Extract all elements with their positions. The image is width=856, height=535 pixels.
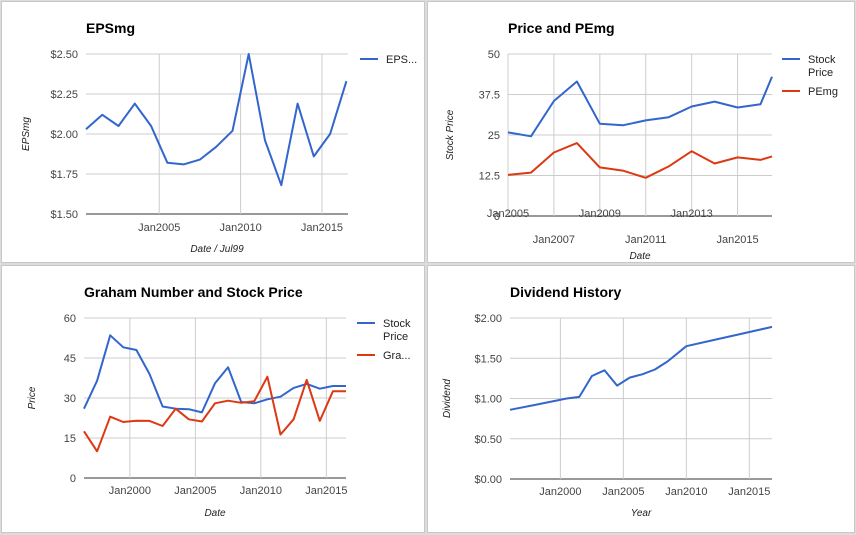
- x-axis-label: Year: [631, 508, 652, 519]
- chart-panel-graham: Graham Number and Stock Price 0 15 30 45 60 Ja…: [1, 265, 425, 533]
- y-tick-label: $2.00: [50, 129, 78, 141]
- y-tick-label: 15: [64, 433, 76, 445]
- y-tick-label: 45: [64, 353, 76, 365]
- y-tick-label: 60: [64, 313, 76, 325]
- series-line: [83, 334, 346, 414]
- legend-label: Stock: [808, 54, 836, 66]
- series-line: [85, 53, 348, 187]
- chart-panel-epsmg: EPSmg $1.50 $1.75 $2.00 $2.25 $2.50 Jan2005 Jan…: [1, 1, 425, 263]
- chart-title: EPSmg: [86, 20, 135, 36]
- x-tick-label: Jan2011: [625, 234, 666, 246]
- y-axis-label: Price: [27, 386, 38, 409]
- chart-title: Graham Number and Stock Price: [84, 284, 303, 300]
- graham-chart-svg: Graham Number and Stock Price 0 15 30 45 60 Ja…: [27, 284, 411, 519]
- y-tick-label: 12.5: [479, 171, 500, 183]
- dividend-chart-svg: Dividend History $0.00 $0.50 $1.00 $1.50 $2.0…: [442, 284, 773, 519]
- x-tick-label: Jan2010: [219, 222, 261, 234]
- y-tick-label: $2.25: [50, 89, 78, 101]
- chart-panel-dividend: Dividend History $0.00 $0.50 $1.00 $1.50 $2.0…: [427, 265, 855, 533]
- legend-label: PEmg: [808, 86, 838, 98]
- x-tick-label: Jan2000: [109, 485, 151, 497]
- x-tick-label: Jan2015: [305, 485, 347, 497]
- y-axis-label: Stock Price: [445, 109, 456, 160]
- y-tick-label: $2.00: [474, 313, 502, 325]
- legend-label: Price: [808, 67, 833, 79]
- x-tick-label: Jan2005: [174, 485, 216, 497]
- x-tick-label: Jan2005: [487, 208, 529, 220]
- legend-label: Stock: [383, 318, 411, 330]
- y-tick-label: $1.50: [50, 209, 78, 221]
- x-tick-label: Jan2010: [665, 486, 707, 498]
- legend-label: Gra...: [383, 350, 411, 362]
- series-line: [507, 142, 773, 179]
- y-tick-label: 37.5: [479, 90, 500, 102]
- chart-title: Dividend History: [510, 284, 621, 300]
- x-tick-label: Jan2010: [240, 485, 282, 497]
- price-pemg-chart-svg: Price and PEmg 0 12.5 25 37.5 50 Jan2005 Jan200…: [445, 20, 838, 262]
- y-tick-label: 0: [70, 473, 76, 485]
- x-tick-label: Jan2013: [671, 208, 713, 220]
- y-tick-label: $0.00: [474, 474, 502, 486]
- x-tick-label: Jan2005: [602, 486, 644, 498]
- y-tick-label: 0: [494, 211, 500, 223]
- x-tick-label: Jan2015: [728, 486, 770, 498]
- x-tick-label: Jan2015: [716, 234, 758, 246]
- x-tick-label: Jan2000: [539, 486, 581, 498]
- series-line: [509, 325, 773, 411]
- legend-label: Price: [383, 331, 408, 343]
- x-tick-label: Jan2015: [301, 222, 343, 234]
- y-tick-label: 50: [488, 49, 500, 61]
- x-axis-label: Date: [629, 251, 651, 262]
- y-tick-label: 30: [64, 393, 76, 405]
- y-tick-label: 25: [488, 130, 500, 142]
- y-tick-label: $1.50: [474, 353, 502, 365]
- y-tick-label: $2.50: [50, 49, 78, 61]
- y-tick-label: $1.00: [474, 394, 502, 406]
- epsmg-chart-svg: EPSmg $1.50 $1.75 $2.00 $2.25 $2.50 Jan2005 Jan…: [21, 20, 417, 255]
- y-tick-label: $0.50: [474, 434, 502, 446]
- y-tick-label: $1.75: [50, 169, 78, 181]
- x-axis-label: Date: [204, 508, 226, 519]
- chart-title: Price and PEmg: [508, 20, 615, 36]
- y-axis-label: Dividend: [442, 379, 453, 418]
- legend-label: EPS...: [386, 54, 417, 66]
- series-line: [83, 375, 346, 453]
- x-axis-label: Date / Jul99: [190, 244, 244, 255]
- x-tick-label: Jan2005: [138, 222, 180, 234]
- chart-panel-price-pemg: Price and PEmg 0 12.5 25 37.5 50 Jan2005 Jan200…: [427, 1, 855, 263]
- series-line: [507, 76, 773, 138]
- x-tick-label: Jan2007: [533, 234, 575, 246]
- y-axis-label: EPSmg: [21, 117, 32, 151]
- x-tick-label: Jan2009: [579, 208, 621, 220]
